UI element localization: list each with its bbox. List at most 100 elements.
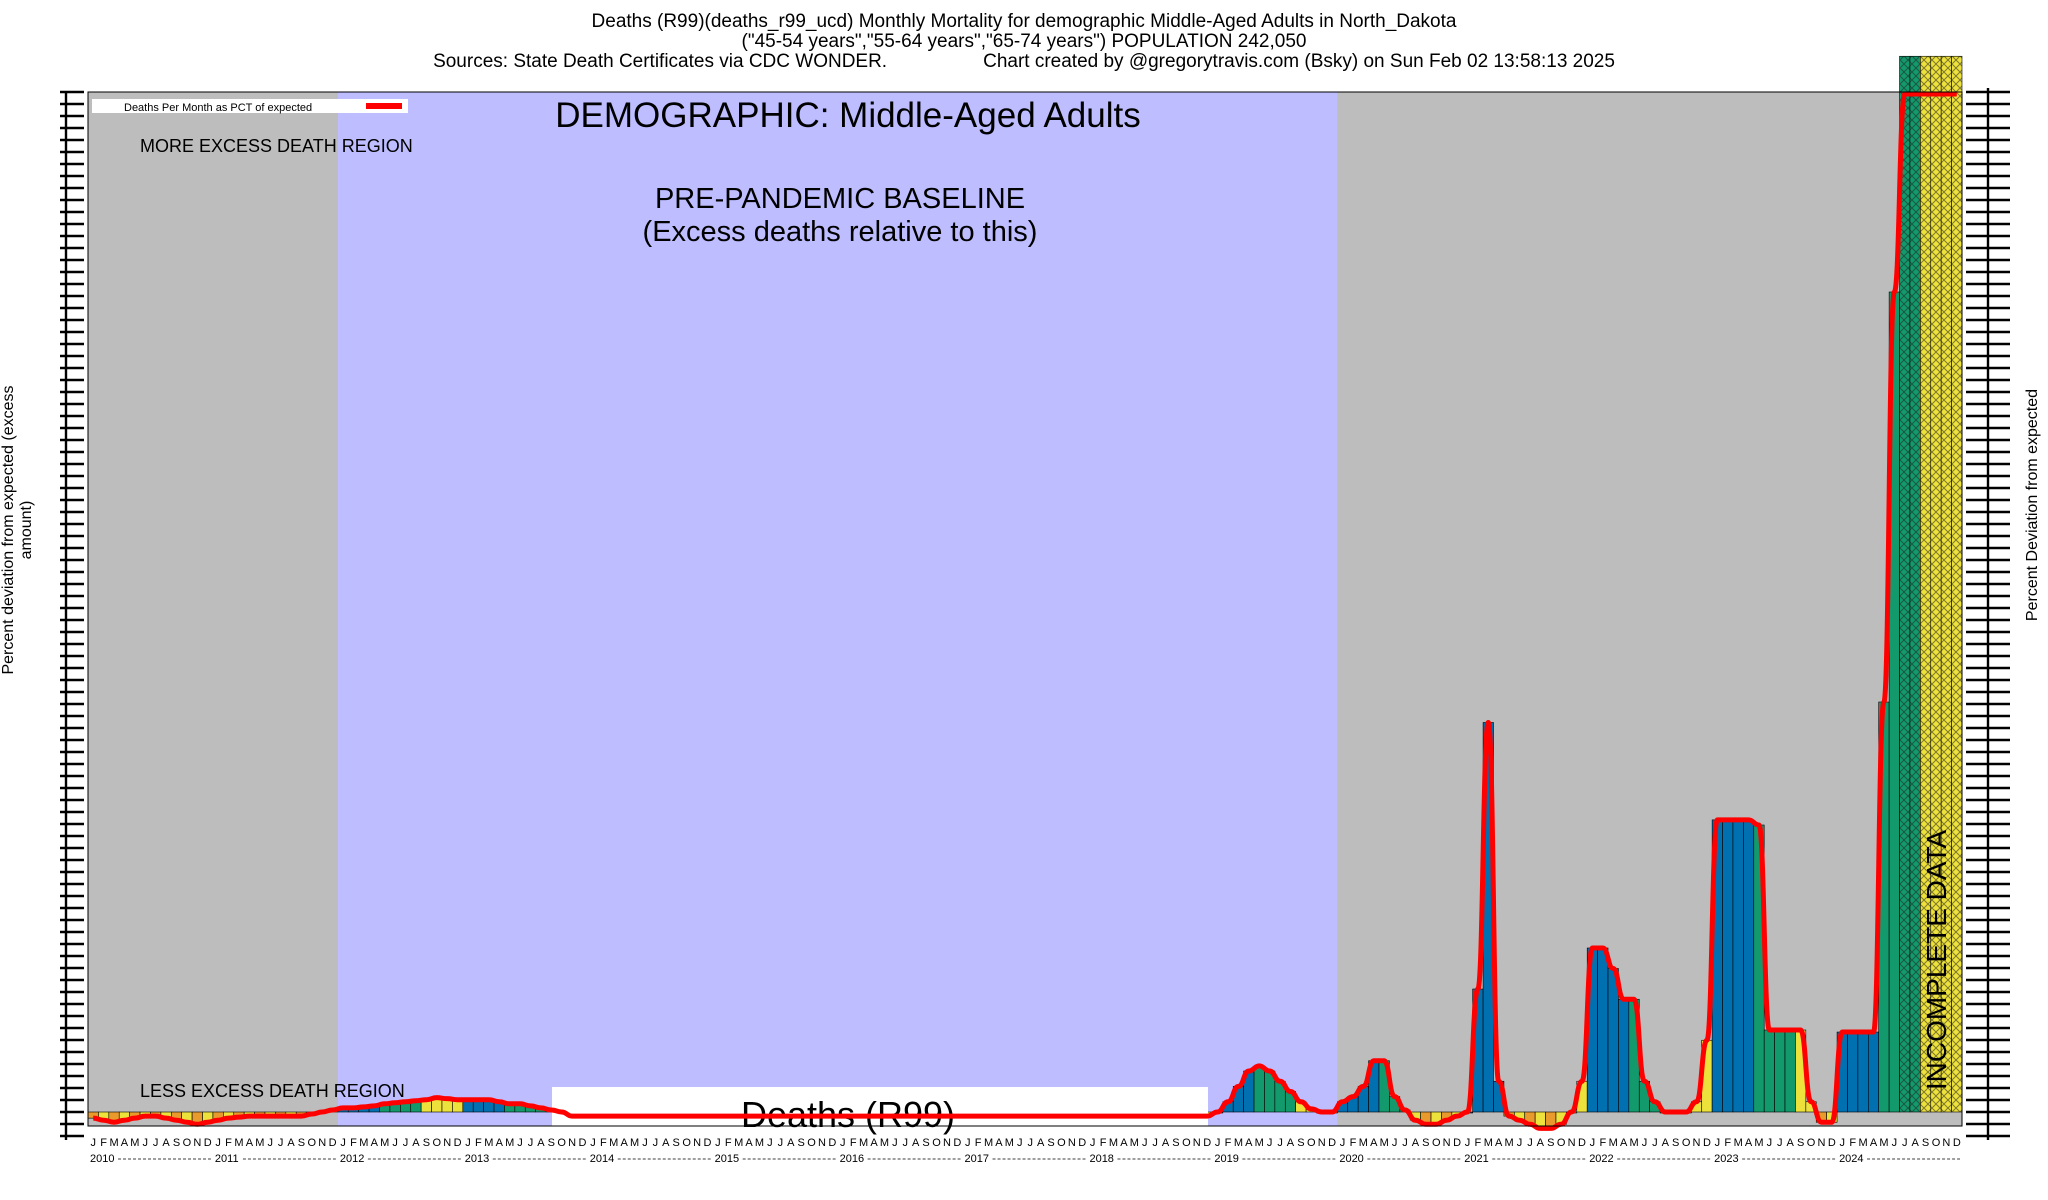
bar-2022-03 <box>1607 968 1619 1113</box>
month-tick-label: N <box>1942 1137 1950 1149</box>
month-tick-label: J <box>143 1137 149 1149</box>
month-tick-label: A <box>787 1137 795 1149</box>
trend-line <box>93 91 1957 1131</box>
month-tick-label: A <box>162 1137 170 1149</box>
month-tick-label: M <box>1255 1137 1264 1149</box>
month-tick-label: O <box>932 1137 941 1149</box>
month-tick-label: A <box>1287 1137 1295 1149</box>
incomplete-hatch-2024-09 <box>1920 56 1931 1112</box>
month-tick-label: A <box>537 1137 545 1149</box>
bar-2023-07 <box>1774 1029 1786 1113</box>
month-tick-label: M <box>1484 1137 1493 1149</box>
month-tick-label: N <box>818 1137 826 1149</box>
bar-2022-04 <box>1618 998 1630 1113</box>
month-tick-label: M <box>630 1137 639 1149</box>
month-tick-label: N <box>1193 1137 1201 1149</box>
month-tick-label: O <box>183 1137 192 1149</box>
incomplete-hatch-2024-07 <box>1899 56 1910 1112</box>
month-tick-label: O <box>1557 1137 1566 1149</box>
month-tick-label: A <box>1745 1137 1753 1149</box>
month-tick-label: M <box>130 1137 139 1149</box>
month-tick-label: A <box>412 1137 420 1149</box>
month-tick-label: M <box>359 1137 368 1149</box>
year-tick-label: 2021 <box>1464 1153 1488 1165</box>
month-tick-label: M <box>1629 1137 1638 1149</box>
month-tick-label: F <box>1849 1137 1856 1149</box>
month-tick-label: M <box>1234 1137 1243 1149</box>
month-tick-label: O <box>557 1137 566 1149</box>
month-tick-label: D <box>1828 1137 1836 1149</box>
month-tick-label: D <box>1703 1137 1711 1149</box>
year-tick-label: 2012 <box>340 1153 364 1165</box>
month-tick-label: N <box>943 1137 951 1149</box>
month-tick-label: O <box>1057 1137 1066 1149</box>
month-tick-label: S <box>1672 1137 1679 1149</box>
month-tick-label: D <box>329 1137 337 1149</box>
incomplete-hatch-2024-10 <box>1930 56 1942 1112</box>
month-tick-label: O <box>807 1137 816 1149</box>
month-tick-label: J <box>1892 1137 1898 1149</box>
month-tick-label: A <box>121 1137 129 1149</box>
month-tick-label: O <box>308 1137 317 1149</box>
month-tick-label: F <box>100 1137 107 1149</box>
bar-2023-06 <box>1763 1029 1775 1113</box>
month-tick-label: N <box>1568 1137 1576 1149</box>
month-tick-label: F <box>1475 1137 1482 1149</box>
month-tick-label: M <box>505 1137 514 1149</box>
bar-2024-03 <box>1857 1031 1869 1113</box>
month-tick-label: A <box>1370 1137 1378 1149</box>
year-tick-label: 2013 <box>465 1153 489 1165</box>
bar-2023-03 <box>1732 819 1744 1113</box>
year-tick-label: 2019 <box>1214 1153 1238 1165</box>
month-tick-label: M <box>380 1137 389 1149</box>
incomplete-data-label: INCOMPLETE DATA <box>1921 830 1952 1091</box>
more-excess-label: MORE EXCESS DEATH REGION <box>140 136 413 156</box>
month-tick-label: S <box>548 1137 555 1149</box>
month-tick-label: J <box>1590 1137 1596 1149</box>
month-tick-label: F <box>1100 1137 1107 1149</box>
month-tick-label: M <box>1734 1137 1743 1149</box>
month-tick-label: O <box>1182 1137 1191 1149</box>
year-tick-label: 2024 <box>1839 1153 1863 1165</box>
chart-subtitle: ("45-54 years","55-64 years","65-74 year… <box>741 31 1307 52</box>
less-excess-label: LESS EXCESS DEATH REGION <box>140 1081 405 1101</box>
month-tick-label: S <box>1547 1137 1554 1149</box>
month-tick-label: M <box>1005 1137 1014 1149</box>
month-tick-label: J <box>403 1137 409 1149</box>
month-tick-label: J <box>840 1137 846 1149</box>
month-tick-label: D <box>1078 1137 1086 1149</box>
month-tick-label: A <box>745 1137 753 1149</box>
source-text: Sources: State Death Certificates via CD… <box>433 51 888 72</box>
month-tick-label: J <box>1527 1137 1533 1149</box>
month-tick-label: N <box>1318 1137 1326 1149</box>
month-tick-label: J <box>892 1137 898 1149</box>
month-tick-label: D <box>1203 1137 1211 1149</box>
month-tick-label: A <box>912 1137 920 1149</box>
axis-tick-columns <box>60 88 2010 1140</box>
plot-frame <box>87 91 1963 1127</box>
month-tick-label: D <box>1453 1137 1461 1149</box>
month-tick-label: A <box>1870 1137 1878 1149</box>
month-tick-label: S <box>173 1137 180 1149</box>
month-tick-label: J <box>517 1137 523 1149</box>
month-tick-label: M <box>255 1137 264 1149</box>
month-tick-label: N <box>568 1137 576 1149</box>
credit-text: Chart created by @gregorytravis.com (Bsk… <box>983 51 1615 72</box>
month-tick-label: J <box>1652 1137 1658 1149</box>
year-tick-label: 2022 <box>1589 1153 1613 1165</box>
month-tick-label: A <box>287 1137 295 1149</box>
month-tick-label: M <box>609 1137 618 1149</box>
month-tick-label: S <box>1172 1137 1179 1149</box>
month-tick-label: J <box>903 1137 909 1149</box>
month-tick-label: A <box>662 1137 670 1149</box>
month-tick-label: M <box>755 1137 764 1149</box>
month-tick-label: M <box>109 1137 118 1149</box>
month-tick-label: D <box>1328 1137 1336 1149</box>
month-tick-label: O <box>682 1137 691 1149</box>
month-tick-label: F <box>975 1137 982 1149</box>
bar-2022-02 <box>1597 947 1609 1113</box>
month-tick-label: A <box>1412 1137 1420 1149</box>
month-tick-label: J <box>965 1137 971 1149</box>
month-tick-label: S <box>1922 1137 1929 1149</box>
